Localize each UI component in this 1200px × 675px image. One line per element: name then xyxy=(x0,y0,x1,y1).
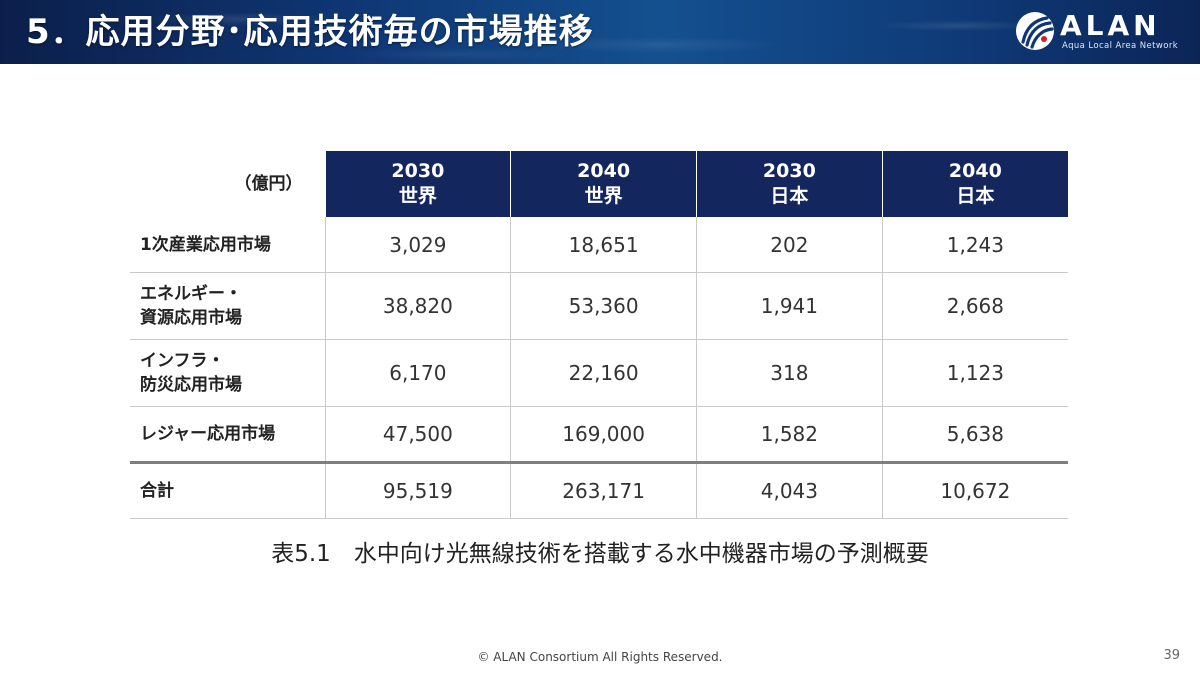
copyright-footer: © ALAN Consortium All Rights Reserved. xyxy=(477,650,723,664)
market-forecast-table: （億円） 2030 世界 2040 世界 2030 日本 2040 日本 1次産… xyxy=(130,151,1068,519)
header-background xyxy=(0,0,1200,64)
row-label-line: エネルギー・ xyxy=(140,284,242,304)
table-row: レジャー応用市場 47,500 169,000 1,582 5,638 xyxy=(130,406,1068,463)
table-row: インフラ・ 防災応用市場 6,170 22,160 318 1,123 xyxy=(130,339,1068,407)
column-region: 世界 xyxy=(398,185,437,207)
table-cell: 5,638 xyxy=(881,406,1068,463)
slide-header: 5．応用分野･応用技術毎の市場推移 ALAN Aqua Local Area N… xyxy=(0,0,1200,64)
column-year: 2040 xyxy=(577,160,631,182)
column-region: 日本 xyxy=(770,185,809,207)
table-cell: 1,941 xyxy=(696,272,883,340)
total-cell: 10,672 xyxy=(881,461,1068,519)
row-label: エネルギー・ 資源応用市場 xyxy=(130,272,325,340)
table-cell: 38,820 xyxy=(324,272,511,340)
column-year: 2030 xyxy=(391,160,445,182)
row-label-line: 防災応用市場 xyxy=(140,375,242,395)
alan-logo: ALAN Aqua Local Area Network xyxy=(1014,8,1182,56)
table-cell: 1,582 xyxy=(696,406,883,463)
logo-subtitle: Aqua Local Area Network xyxy=(1062,41,1179,51)
table-header-row: （億円） 2030 世界 2040 世界 2030 日本 2040 日本 xyxy=(130,151,1068,217)
table-cell: 47,500 xyxy=(324,406,511,463)
column-year: 2040 xyxy=(948,160,1002,182)
slide-title: 5．応用分野･応用技術毎の市場推移 xyxy=(26,12,594,52)
alan-swirl-icon xyxy=(1016,12,1054,50)
table-cell: 1,243 xyxy=(881,217,1068,273)
table-row: 1次産業応用市場 3,029 18,651 202 1,243 xyxy=(130,217,1068,273)
column-header-2030-world: 2030 世界 xyxy=(324,151,511,217)
table-row: エネルギー・ 資源応用市場 38,820 53,360 1,941 2,668 xyxy=(130,272,1068,340)
unit-label: （億円） xyxy=(130,151,325,217)
column-header-2040-world: 2040 世界 xyxy=(510,151,697,217)
row-label-line: 資源応用市場 xyxy=(140,308,242,328)
column-header-2030-japan: 2030 日本 xyxy=(696,151,883,217)
column-region: 日本 xyxy=(956,185,995,207)
table-cell: 6,170 xyxy=(324,339,511,407)
table-cell: 1,123 xyxy=(881,339,1068,407)
total-cell: 95,519 xyxy=(324,461,511,519)
total-cell: 4,043 xyxy=(696,461,883,519)
logo-text: ALAN xyxy=(1060,9,1161,42)
column-region: 世界 xyxy=(584,185,623,207)
table-cell: 53,360 xyxy=(510,272,697,340)
total-label: 合計 xyxy=(130,461,325,519)
column-year: 2030 xyxy=(762,160,816,182)
table-cell: 3,029 xyxy=(324,217,511,273)
table-cell: 22,160 xyxy=(510,339,697,407)
row-label: 1次産業応用市場 xyxy=(130,217,325,273)
row-label-line: インフラ・ xyxy=(140,351,225,371)
total-row: 合計 95,519 263,171 4,043 10,672 xyxy=(130,461,1068,519)
column-header-2040-japan: 2040 日本 xyxy=(881,151,1068,217)
table-cell: 18,651 xyxy=(510,217,697,273)
table-caption: 表5.1 水中向け光無線技術を搭載する水中機器市場の予測概要 xyxy=(271,541,929,567)
row-label: レジャー応用市場 xyxy=(130,406,325,463)
row-label-line: 1次産業応用市場 xyxy=(140,234,271,255)
row-label-line: レジャー応用市場 xyxy=(140,424,276,444)
total-cell: 263,171 xyxy=(510,461,697,519)
table-cell: 318 xyxy=(696,339,883,407)
row-label: インフラ・ 防災応用市場 xyxy=(130,339,325,407)
table-cell: 2,668 xyxy=(881,272,1068,340)
table-cell: 169,000 xyxy=(510,406,697,463)
table-cell: 202 xyxy=(696,217,883,273)
page-number: 39 xyxy=(1163,648,1180,663)
